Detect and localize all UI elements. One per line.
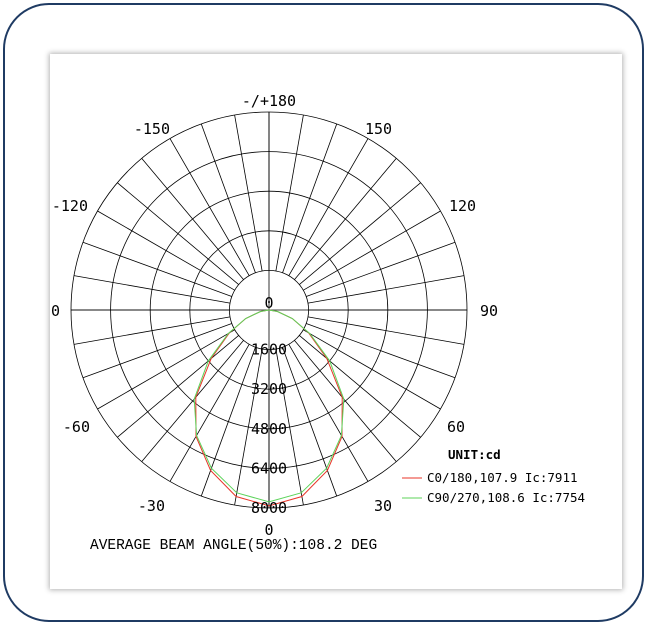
angle-tick-label: 60: [447, 418, 465, 436]
series-curve-1: [193, 309, 345, 503]
grid-spoke: [306, 241, 456, 297]
grid-spoke: [117, 335, 239, 438]
radial-tick-label: 0: [264, 294, 273, 312]
grid-spoke: [141, 340, 244, 462]
grid-spoke: [82, 241, 232, 297]
grid-spoke: [200, 347, 256, 497]
angle-tick-label: -150: [134, 120, 170, 138]
label-group: -/+180 150 120 90 60 30 0 -30 -60 -90 -120 -150 0 160…: [50, 92, 498, 539]
grid-spoke: [97, 210, 235, 291]
grid-spoke: [275, 348, 304, 506]
beam-angle-caption: AVERAGE BEAM ANGLE(50%):108.2 DEG: [90, 538, 377, 554]
series-group: [193, 309, 345, 507]
legend-entry-c90-270: C90/270,108.6 Ic:7754: [427, 490, 585, 505]
grid-spoke: [307, 275, 465, 304]
grid-spoke: [97, 329, 235, 410]
angle-tick-label: -120: [52, 197, 88, 215]
grid-spoke: [303, 329, 441, 410]
radial-tick-label: 8000: [251, 499, 287, 517]
angle-tick-label: -60: [63, 418, 90, 436]
angle-tick-label: 150: [365, 120, 392, 138]
radial-tick-label: 6400: [251, 459, 287, 477]
grid-spoke: [234, 348, 263, 506]
grid-spoke: [282, 123, 338, 273]
angle-tick-label: -/+180: [242, 92, 296, 110]
grid-spoke: [288, 344, 369, 482]
legend-unit-label: UNIT:cd: [448, 447, 501, 462]
radial-tick-label: 4800: [251, 420, 287, 438]
angle-tick-label: 30: [374, 497, 392, 515]
legend-entry-c0-180: C0/180,107.9 Ic:7911: [427, 470, 578, 485]
radial-tick-label: 1600: [251, 341, 287, 359]
angle-tick-label: 0: [264, 521, 273, 539]
radial-tick-label: 3200: [251, 380, 287, 398]
legend: UNIT:cd C0/180,107.9 Ic:7911 C90/270,108…: [402, 447, 585, 505]
angle-tick-label: 120: [449, 197, 476, 215]
grid-spoke: [299, 182, 421, 285]
grid-spoke: [73, 316, 231, 345]
grid-spoke: [307, 316, 465, 345]
polar-intensity-chart: -/+180 150 120 90 60 30 0 -30 -60 -90 -120 -150 0 160…: [50, 92, 585, 554]
angle-tick-label: -30: [138, 497, 165, 515]
angle-tick-label: 90: [480, 302, 498, 320]
grid-spoke: [117, 182, 239, 285]
grid-spoke: [169, 138, 250, 276]
grid-spoke: [288, 138, 369, 276]
grid-spoke: [303, 210, 441, 291]
grid-spoke: [234, 114, 263, 272]
angle-tick-label: -90: [50, 302, 60, 320]
grid-spoke: [306, 323, 456, 379]
grid-spoke: [282, 347, 338, 497]
rounded-frame: [3, 3, 644, 622]
grid-spoke: [73, 275, 231, 304]
grid-spoke: [200, 123, 256, 273]
polar-grid: [70, 111, 468, 509]
grid-spoke: [299, 335, 421, 438]
chart-panel: -/+180 150 120 90 60 30 0 -30 -60 -90 -120 -150 0 160…: [50, 54, 622, 589]
grid-spoke: [82, 323, 232, 379]
grid-spoke: [275, 114, 304, 272]
grid-spoke: [169, 344, 250, 482]
grid-spoke: [294, 340, 397, 462]
grid-spoke: [141, 158, 244, 280]
grid-spoke: [294, 158, 397, 280]
